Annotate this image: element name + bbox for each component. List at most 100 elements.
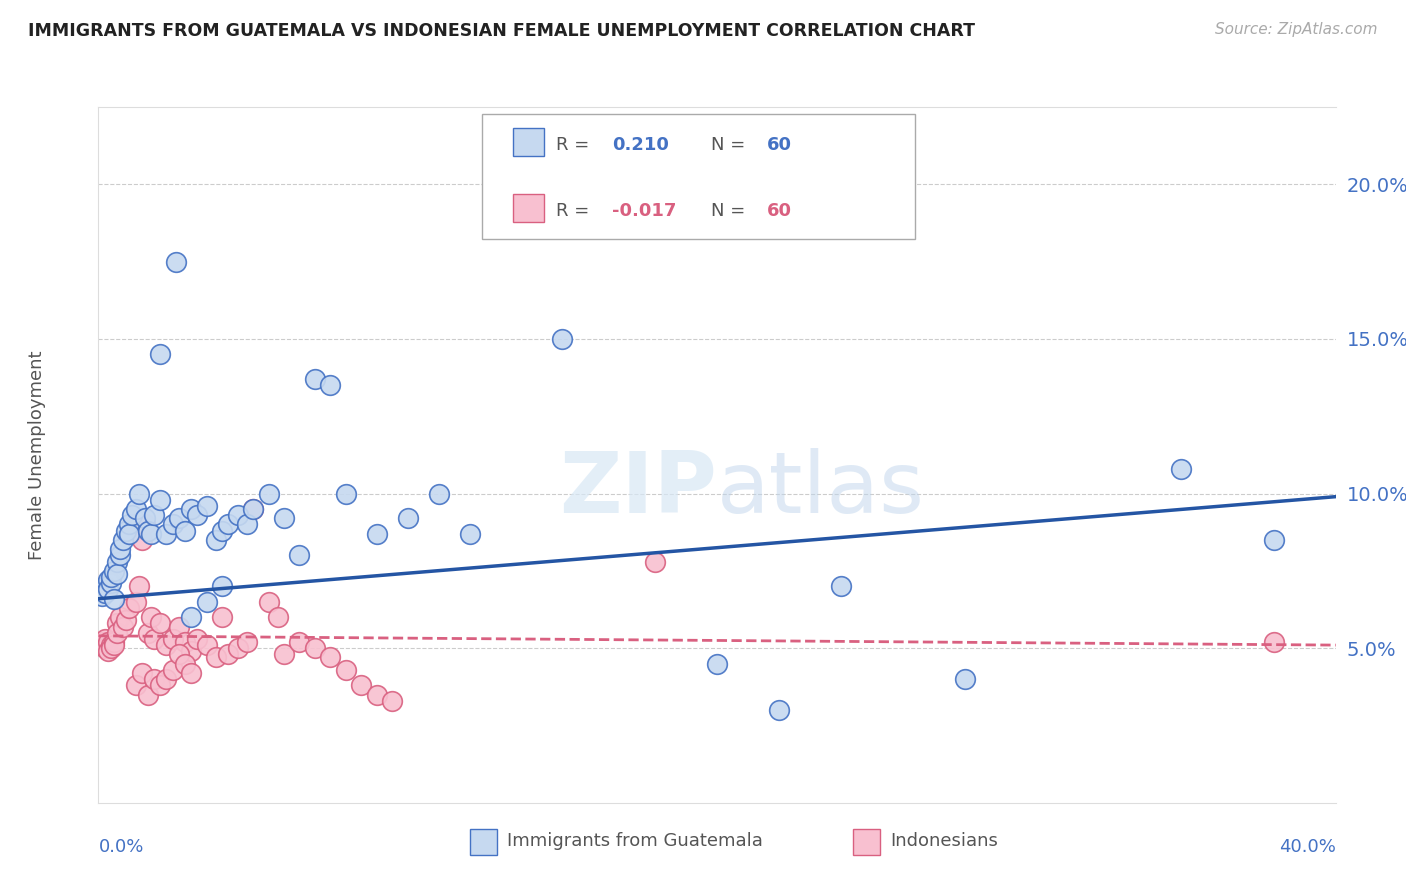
Point (143, 508, 166, 523)
Point (174, 657, 197, 671)
Point (134, 511, 156, 525)
Point (768, 703, 790, 717)
Text: -0.017: -0.017 (612, 202, 676, 220)
Point (319, 650, 342, 665)
Point (226, 641, 249, 656)
Point (149, 347, 172, 361)
Bar (513, 128, 544, 156)
Point (304, 641, 326, 656)
Point (97, 582, 120, 597)
Point (162, 663, 184, 677)
Bar (470, 829, 496, 855)
Point (155, 672, 177, 686)
Point (180, 665, 202, 680)
Point (97, 573, 120, 587)
Point (217, 517, 239, 532)
Point (427, 486, 450, 500)
Point (174, 635, 197, 649)
Point (136, 688, 159, 702)
Text: ZIP: ZIP (560, 448, 717, 532)
Point (217, 648, 239, 662)
Point (108, 610, 131, 624)
Point (93, 585, 115, 599)
Point (118, 526, 141, 541)
Point (186, 632, 208, 646)
Point (97, 644, 120, 658)
Point (180, 644, 202, 658)
Point (136, 524, 159, 538)
Point (180, 610, 202, 624)
Text: N =: N = (711, 136, 751, 154)
Point (381, 694, 404, 708)
Text: R =: R = (557, 136, 595, 154)
Text: 40.0%: 40.0% (1279, 838, 1336, 855)
Point (953, 672, 976, 686)
Text: 0.0%: 0.0% (98, 838, 143, 855)
Text: N =: N = (711, 202, 751, 220)
Point (139, 610, 162, 624)
Point (131, 665, 153, 680)
Point (105, 616, 128, 631)
Point (143, 672, 166, 686)
Text: atlas: atlas (717, 448, 925, 532)
Point (100, 638, 122, 652)
Point (366, 526, 388, 541)
Point (273, 511, 295, 525)
Point (103, 638, 125, 652)
Point (139, 526, 162, 541)
Point (155, 526, 177, 541)
Point (108, 549, 131, 563)
Point (143, 632, 166, 646)
Point (112, 533, 135, 547)
Point (93, 579, 115, 593)
Point (97, 635, 120, 649)
Point (551, 332, 574, 346)
Point (93, 641, 115, 656)
Point (100, 641, 122, 656)
Point (112, 619, 135, 633)
Point (118, 517, 141, 532)
Point (167, 648, 190, 662)
Point (93, 632, 115, 646)
Text: 60: 60 (766, 202, 792, 220)
Text: 0.210: 0.210 (612, 136, 669, 154)
Point (121, 517, 143, 532)
Point (105, 555, 128, 569)
Point (174, 524, 197, 538)
Bar (853, 829, 880, 855)
Point (205, 650, 228, 665)
Point (124, 502, 146, 516)
Point (304, 372, 326, 386)
Point (1170, 462, 1192, 476)
Point (118, 601, 141, 615)
Point (105, 625, 128, 640)
Point (195, 499, 218, 513)
Point (350, 678, 373, 692)
Point (103, 635, 125, 649)
Point (273, 648, 295, 662)
Point (195, 638, 218, 652)
Text: R =: R = (557, 202, 595, 220)
Point (100, 570, 122, 584)
Text: Immigrants from Guatemala: Immigrants from Guatemala (506, 832, 762, 850)
Point (165, 254, 187, 268)
Point (211, 610, 233, 624)
Point (257, 486, 280, 500)
Point (335, 486, 357, 500)
Point (644, 555, 666, 569)
Point (155, 638, 177, 652)
Point (90, 638, 112, 652)
Point (830, 579, 852, 593)
Point (211, 579, 233, 593)
Point (105, 566, 128, 581)
Bar (513, 194, 544, 222)
Point (257, 595, 280, 609)
Point (706, 657, 728, 671)
Point (167, 619, 190, 633)
Point (1263, 635, 1285, 649)
Point (335, 663, 357, 677)
Text: Female Unemployment: Female Unemployment (28, 351, 45, 559)
FancyBboxPatch shape (482, 114, 915, 239)
Point (236, 635, 259, 649)
Point (108, 542, 131, 557)
